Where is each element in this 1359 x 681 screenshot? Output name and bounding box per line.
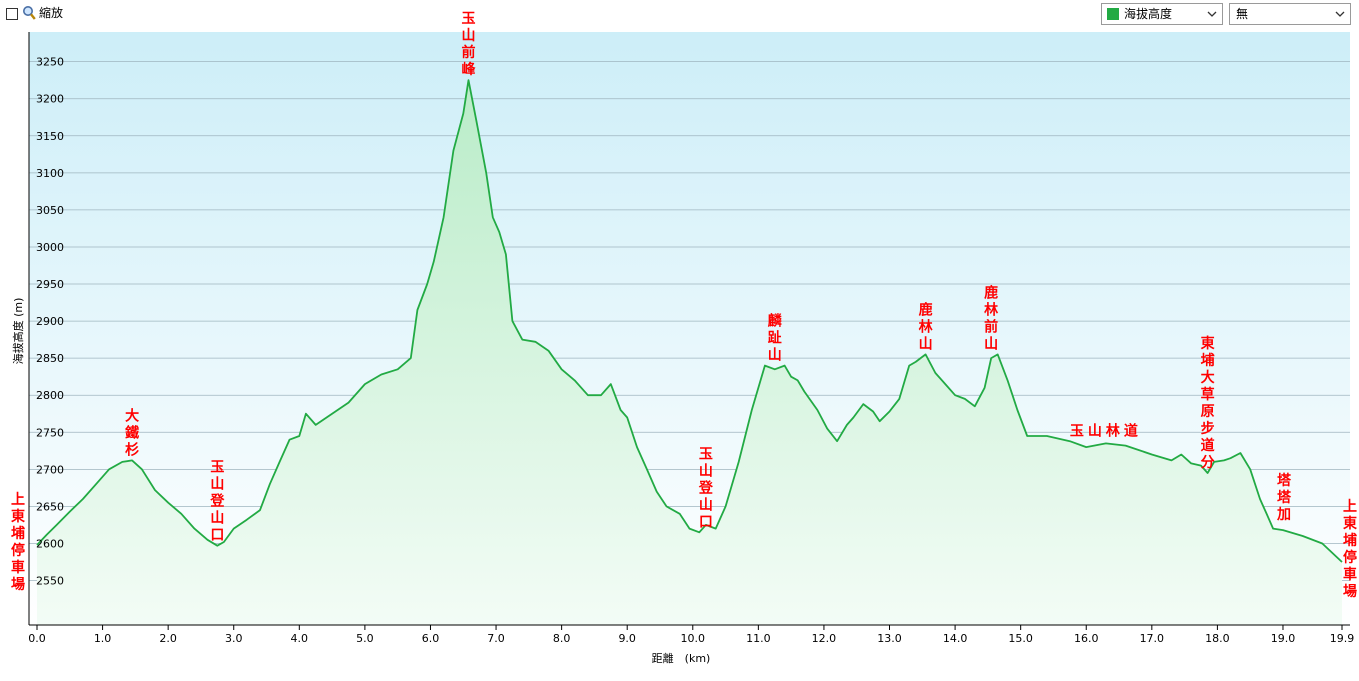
y-tick-label: 2650 (36, 500, 64, 513)
y-tick-label: 2750 (36, 426, 64, 439)
annotation-label: 玉山前峰 (462, 11, 477, 78)
x-tick-label: 9.0 (618, 632, 636, 645)
annotation-label: 大鐵杉 (125, 407, 139, 458)
x-tick-label: 15.0 (1008, 632, 1033, 645)
metric-select[interactable]: 海拔高度 (1101, 3, 1223, 25)
chevron-down-icon (1335, 11, 1345, 17)
annotation-label: 麟趾山 (768, 313, 783, 364)
annotation-label: 上東埔停車場 (11, 492, 25, 593)
x-axis-label: 距離 (km) (652, 651, 711, 665)
toolbar: 縮放 海拔高度 無 (0, 0, 1359, 28)
zoom-label: 縮放 (39, 6, 64, 20)
y-tick-label: 2700 (36, 463, 64, 476)
x-tick-label: 18.0 (1205, 632, 1230, 645)
metric-select-value: 海拔高度 (1124, 7, 1173, 21)
x-tick-labels: 0.0 1.0 2.0 3.0 4.0 5.0 6.0 7.0 8.0 9.0 10.0 11.0 12… (28, 625, 1354, 645)
annotation-label: 鹿林前山 (983, 284, 998, 352)
x-tick-label: 1.0 (94, 632, 112, 645)
annotation-label: 鹿林山 (918, 301, 933, 352)
x-tick-label: 4.0 (291, 632, 309, 645)
secondary-select[interactable]: 無 (1229, 3, 1351, 25)
x-tick-label: 10.0 (681, 632, 706, 645)
annotation-label: 玉山林道 (1070, 422, 1142, 439)
elevation-fill (37, 80, 1342, 625)
y-tick-label: 3250 (36, 56, 64, 69)
x-tick-label: 2.0 (159, 632, 177, 645)
elevation-line (36, 79, 1343, 563)
x-tick-label: 7.0 (487, 632, 505, 645)
y-tick-label: 3050 (36, 204, 64, 217)
annotation-label: 玉山登山口 (698, 446, 714, 530)
y-tick-label: 2900 (36, 315, 64, 328)
y-tick-label: 3100 (36, 167, 64, 180)
x-tick-label: 12.0 (812, 632, 837, 645)
x-tick-label: 11.0 (746, 632, 771, 645)
elevation-area (36, 79, 1343, 625)
x-tick-label: 6.0 (422, 632, 440, 645)
y-axis-label: 海拔高度 (m) (11, 298, 25, 365)
chevron-down-icon (1207, 11, 1217, 17)
y-tick-label: 3150 (36, 130, 64, 143)
y-tick-label: 2800 (36, 389, 64, 402)
x-tick-label: 0.0 (28, 632, 46, 645)
x-tick-label: 17.0 (1140, 632, 1165, 645)
x-tick-label: 3.0 (225, 632, 243, 645)
magnifier-icon (23, 6, 36, 20)
x-tick-label: 5.0 (356, 632, 374, 645)
annotation-label: 玉山登山口 (209, 460, 225, 544)
axes (28, 32, 1350, 626)
x-tick-label: 19.9 (1330, 632, 1355, 645)
annotation-label: 塔塔加 (1276, 472, 1292, 523)
y-tick-labels: 2550 2600 2650 2700 2750 2800 2850 2900 2950 3000… (36, 56, 64, 588)
y-tick-label: 2600 (36, 537, 64, 550)
x-tick-label: 19.0 (1271, 632, 1296, 645)
x-tick-label: 13.0 (877, 632, 902, 645)
metric-color-swatch (1107, 8, 1119, 20)
x-tick-label: 16.0 (1074, 632, 1099, 645)
y-tick-label: 3200 (36, 93, 64, 106)
y-tick-label: 3000 (36, 241, 64, 254)
secondary-select-value: 無 (1236, 7, 1249, 21)
y-tick-label: 2550 (36, 575, 64, 588)
annotation-label: 上東埔停車場 (1343, 499, 1357, 600)
y-tick-label: 2950 (36, 278, 64, 291)
x-tick-label: 14.0 (943, 632, 968, 645)
y-tick-label: 2850 (36, 352, 64, 365)
zoom-checkbox[interactable] (6, 8, 18, 20)
annotation-label: 東埔大草原步道分 (1201, 335, 1215, 471)
x-tick-label: 8.0 (553, 632, 571, 645)
